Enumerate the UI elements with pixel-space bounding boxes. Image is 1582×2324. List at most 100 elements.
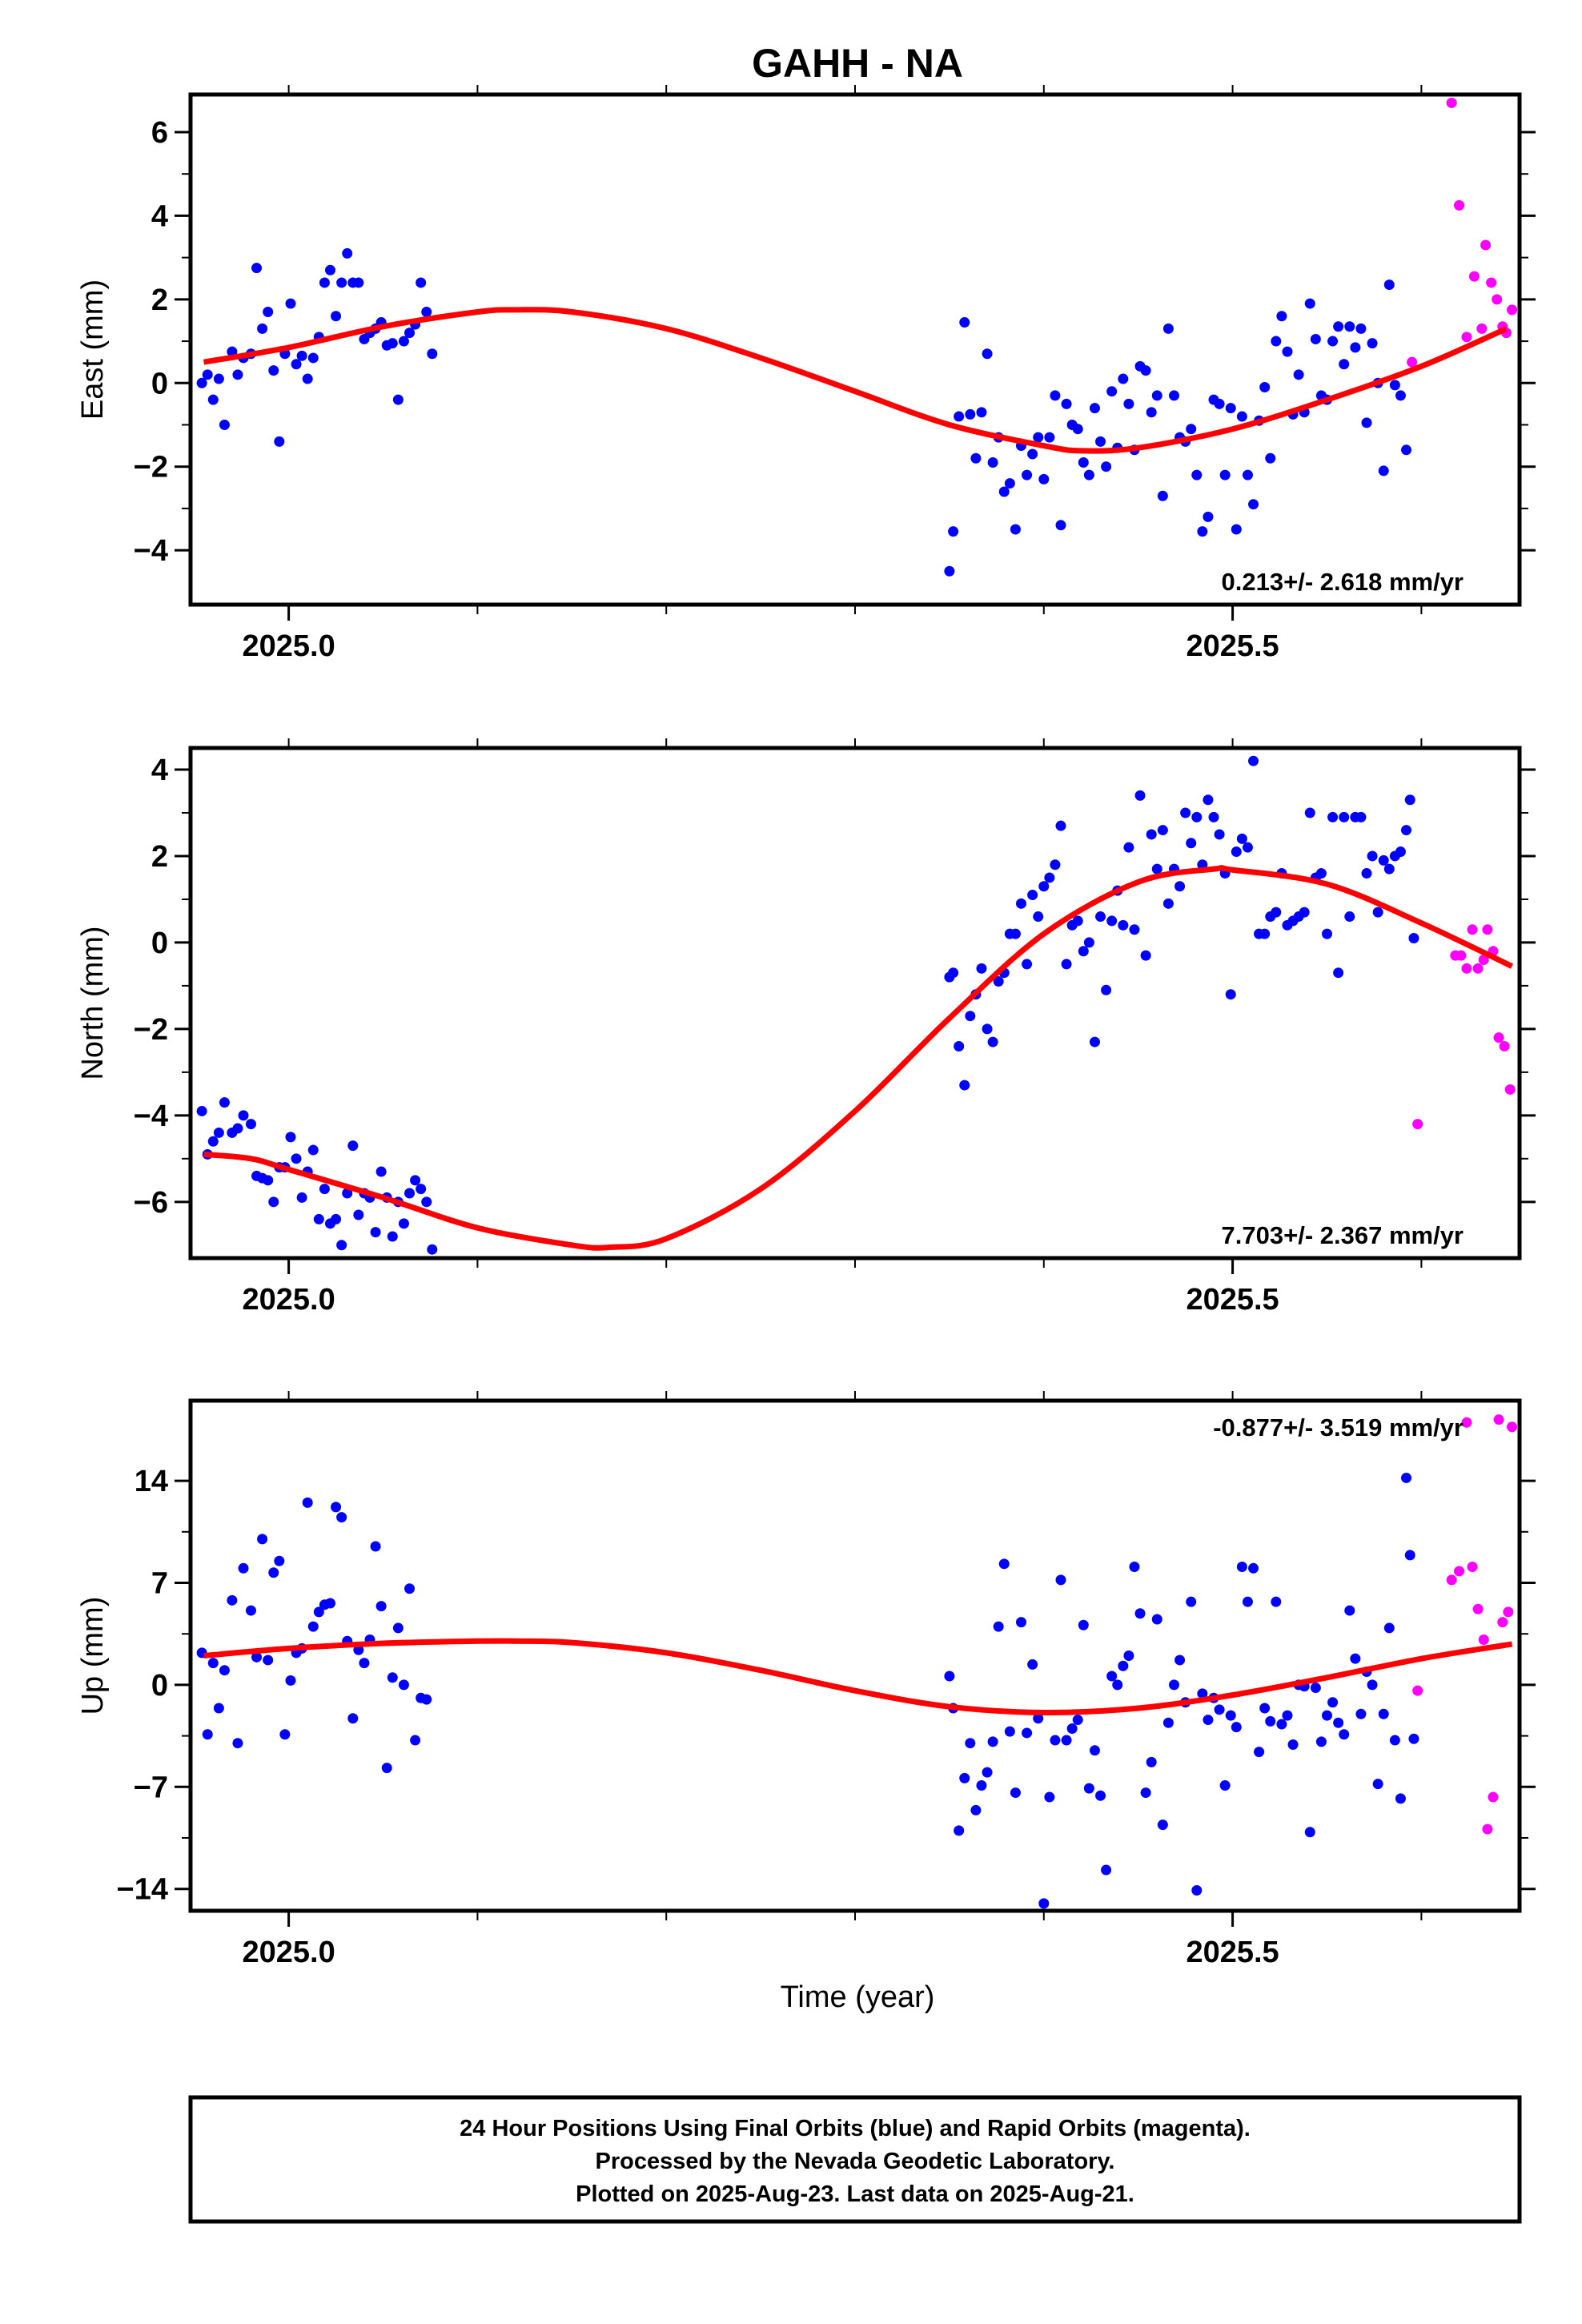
final-orbit-point [1304, 807, 1315, 818]
final-orbit-point [1310, 1683, 1321, 1694]
final-orbit-point [1327, 1697, 1339, 1708]
final-orbit-point [268, 1196, 279, 1208]
final-orbit-point [1089, 403, 1100, 414]
final-orbit-point [1101, 461, 1112, 472]
final-orbit-point [1321, 928, 1332, 939]
final-orbit-point [1287, 1739, 1299, 1751]
y-tick-label: −2 [134, 1013, 168, 1047]
final-orbit-point [1315, 1736, 1327, 1747]
final-orbit-point [307, 1144, 319, 1156]
final-orbit-point [1140, 1787, 1151, 1799]
final-orbit-point [1072, 424, 1083, 435]
final-orbit-point [213, 373, 224, 384]
final-orbit-point [1197, 526, 1208, 537]
final-orbit-point [965, 1011, 976, 1022]
final-orbit-point [387, 1231, 398, 1242]
final-orbit-point [1282, 346, 1293, 357]
final-orbit-point [1168, 390, 1179, 401]
final-orbit-point [993, 1621, 1004, 1632]
final-orbit-point [1027, 448, 1038, 460]
final-orbit-point [948, 526, 959, 537]
final-orbit-point [1106, 915, 1118, 927]
final-orbit-point [948, 967, 959, 979]
final-orbit-point [1361, 868, 1372, 879]
final-orbit-point [410, 1735, 421, 1746]
y-tick-label: 4 [151, 754, 168, 787]
final-orbit-point [1344, 911, 1355, 923]
final-orbit-point [207, 1658, 219, 1669]
final-orbit-point [1151, 390, 1162, 401]
rapid-orbit-point [1478, 1634, 1489, 1645]
final-orbit-point [1050, 859, 1061, 870]
final-orbit-point [1378, 1708, 1389, 1719]
rate-label: 0.213+/- 2.618 mm/yr [1222, 568, 1464, 596]
x-axis-label: Time (year) [781, 1980, 935, 2014]
final-orbit-point [1027, 1659, 1038, 1670]
final-orbit-point [1219, 1779, 1231, 1791]
final-orbit-point [421, 1196, 432, 1208]
final-orbit-point [410, 1175, 421, 1186]
final-orbit-point [1101, 984, 1112, 995]
final-orbit-point [1383, 279, 1395, 291]
plot-frame [188, 92, 1522, 607]
final-orbit-point [1044, 872, 1055, 883]
panel-up: 2025.0 2025.5 14 7 0 −7 −14 Up (mm) -0.877+/- 3.… [76, 1391, 1536, 1969]
final-orbit-point [1083, 937, 1094, 948]
final-orbit-point [232, 1738, 243, 1749]
final-orbit-point [1339, 1729, 1350, 1740]
final-orbit-point [954, 411, 965, 422]
final-orbit-point [1242, 1596, 1253, 1607]
final-orbit-point [1055, 820, 1066, 831]
final-orbit-point [1004, 478, 1015, 489]
final-orbit-point [1214, 1704, 1225, 1715]
footer-line-2: Processed by the Nevada Geodetic Laborat… [596, 2149, 1115, 2174]
final-orbit-point [347, 1140, 359, 1152]
final-orbit-point [1355, 811, 1367, 822]
final-orbit-point [353, 277, 364, 288]
final-orbit-point [251, 263, 263, 274]
final-orbit-point [1191, 1885, 1203, 1896]
final-orbit-point [1151, 1614, 1162, 1625]
final-orbit-point [1231, 846, 1242, 858]
final-orbit-point [404, 328, 416, 339]
final-orbit-point [976, 407, 987, 418]
rapid-orbit-point [1476, 323, 1488, 334]
final-orbit-point [213, 1127, 224, 1138]
rapid-orbit-point [1472, 963, 1484, 974]
rapid-orbit-point [1504, 1084, 1516, 1095]
final-orbit-point [1095, 1790, 1106, 1801]
final-orbit-point [324, 1598, 335, 1609]
final-orbit-point [302, 1497, 313, 1508]
final-orbit-point [1123, 398, 1134, 409]
final-orbit-point [1282, 1710, 1293, 1721]
final-orbit-point [1186, 838, 1197, 849]
rapid-orbit-point [1446, 1574, 1457, 1586]
final-orbit-point [336, 277, 347, 288]
final-orbit-point [285, 298, 296, 309]
final-orbit-point [954, 1040, 965, 1051]
final-orbit-point [1089, 1745, 1100, 1756]
x-tick-label: 2025.0 [242, 1283, 335, 1317]
final-orbit-point [296, 1192, 307, 1203]
footer-box: 24 Hour Positions Using Final Orbits (bl… [188, 2095, 1522, 2224]
rapid-orbit-point [1499, 1040, 1510, 1051]
final-orbit-point [1180, 807, 1191, 818]
rapid-orbit-point [1454, 199, 1465, 211]
y-axis-label: North (mm) [76, 926, 110, 1080]
rapid-orbit-point [1488, 1791, 1499, 1803]
y-tick-label: 2 [151, 840, 168, 874]
final-orbit-point [347, 1713, 359, 1724]
final-orbit-point [1378, 854, 1389, 866]
final-orbit-point [313, 1606, 324, 1618]
final-orbit-point [1265, 1715, 1276, 1727]
final-orbit-point [1339, 811, 1350, 822]
final-orbit-point [1321, 1710, 1332, 1721]
final-orbit-point [1129, 1561, 1140, 1572]
footer-line-1: 24 Hour Positions Using Final Orbits (bl… [460, 2116, 1251, 2141]
final-orbit-point [427, 348, 438, 360]
y-tick-label: 0 [151, 1669, 168, 1703]
rapid-orbit-point [1480, 239, 1492, 251]
final-orbit-point [982, 1023, 993, 1035]
final-orbit-point [1157, 825, 1168, 836]
final-orbit-point [370, 1227, 381, 1238]
